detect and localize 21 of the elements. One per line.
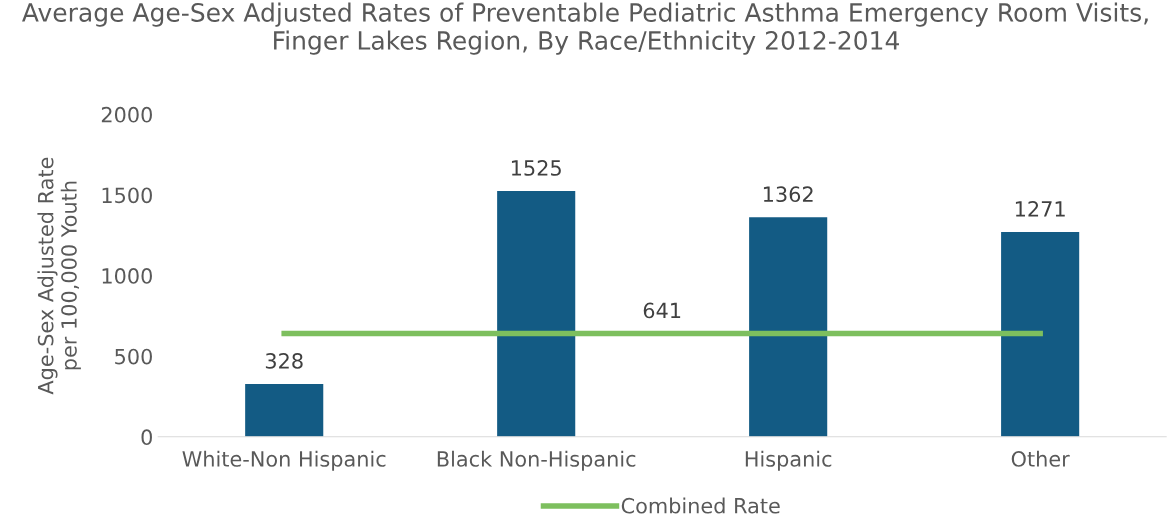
x-tick-label: White-Non Hispanic [182, 450, 386, 471]
y-tick-label: 1500 [102, 187, 152, 204]
y-tick-label: 1000 [102, 268, 152, 284]
chart-title: Average Age-Sex Adjusted Rates of Preventable Pediatric Asthma Emergency Room Visits, Finger Lakes Region, By Race/Ethnicity 2012-2014 [22, 2, 1148, 55]
x-tick-label: Other [1011, 450, 1070, 467]
bar [1001, 231, 1080, 437]
data-label: 1362 [763, 186, 813, 203]
y-tick-label: 0 [141, 429, 152, 446]
bar [749, 217, 828, 437]
x-tick-label: Black Non-Hispanic [437, 450, 636, 471]
y-axis-title: Age-Sex Adjusted Rate per 100,000 Youth [37, 157, 81, 395]
legend-label: Combined Rate [621, 497, 780, 514]
data-label: 328 [265, 353, 303, 369]
data-label: 1271 [1015, 201, 1065, 217]
bar [245, 383, 324, 437]
annotation: 641 [643, 302, 681, 319]
y-tick-label: 2000 [101, 106, 152, 123]
bar [497, 190, 576, 437]
data-label: 1525 [511, 160, 561, 176]
y-tick-label: 500 [115, 348, 152, 365]
x-tick-label: Hispanic [745, 450, 832, 471]
